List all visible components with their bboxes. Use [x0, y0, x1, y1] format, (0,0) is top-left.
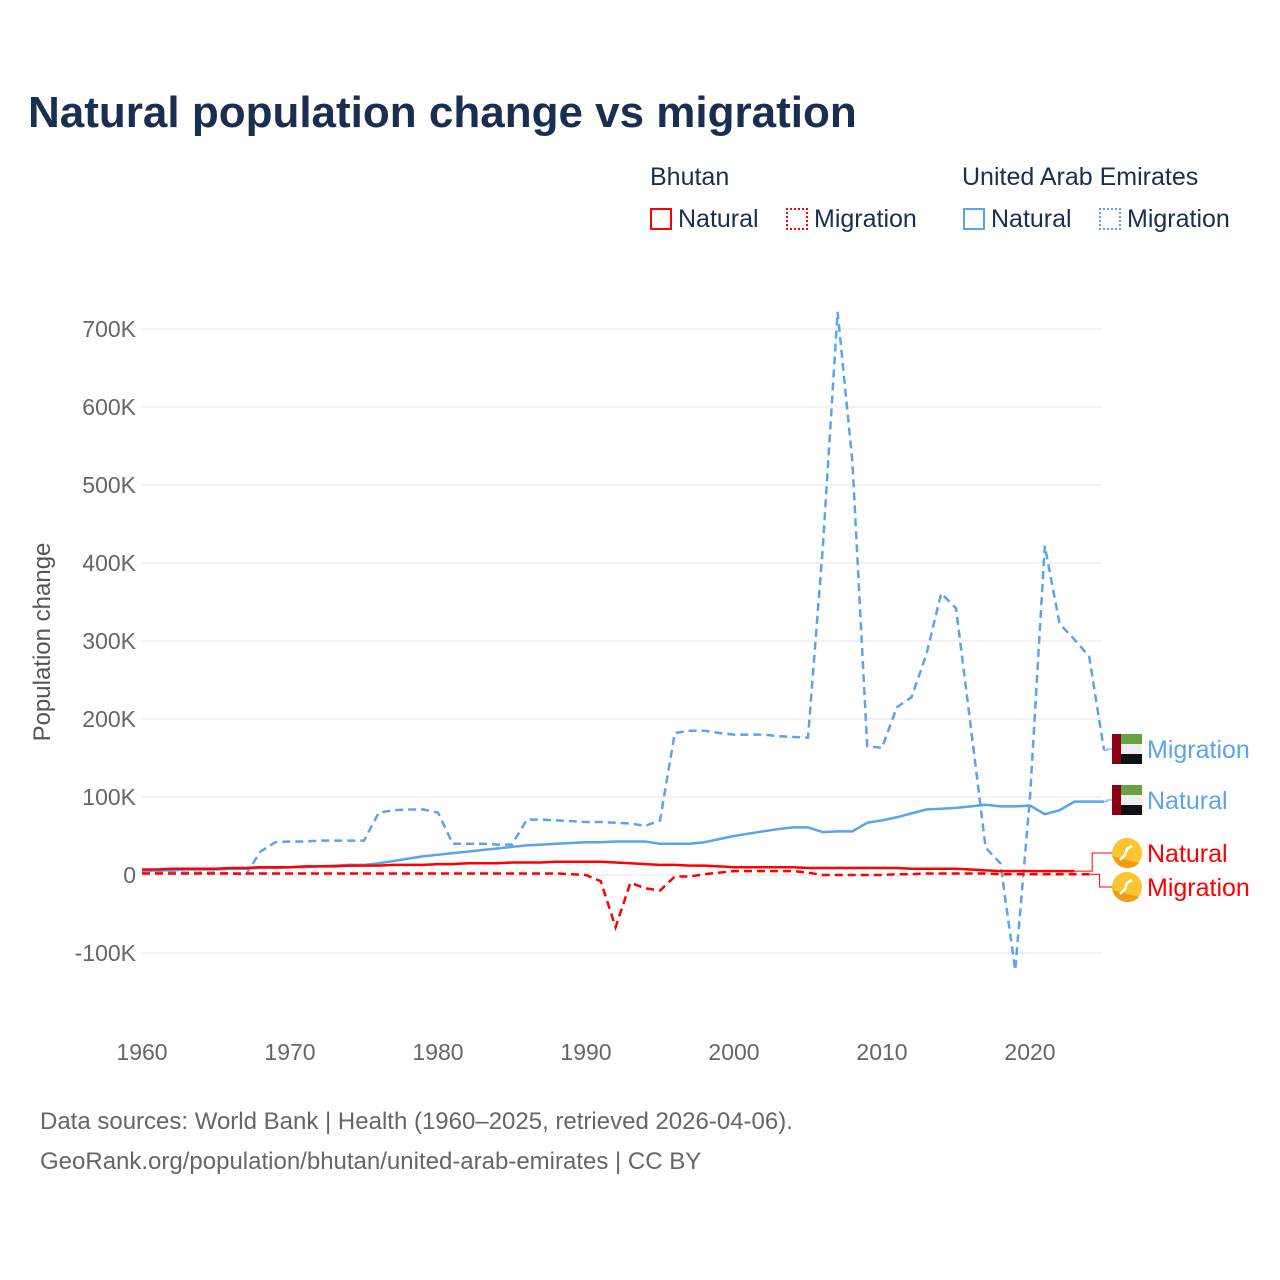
source-line-1: Data sources: World Bank | Health (1960–… — [40, 1108, 793, 1135]
y-tick-label: 600K — [82, 394, 136, 420]
label-leader — [1089, 873, 1112, 888]
flag-red — [1112, 734, 1121, 764]
legend-group-uae: United Arab Emirates — [962, 163, 1199, 191]
end-label: Natural — [1147, 840, 1228, 868]
y-tick-label: 100K — [82, 784, 136, 810]
chart-title: Natural population change vs migration — [28, 88, 857, 137]
end-label: Natural — [1147, 787, 1228, 815]
uae-flag-icon — [1112, 785, 1142, 815]
legend-label: Migration — [814, 205, 917, 233]
legend-uae-migration[interactable]: Migration — [1099, 205, 1230, 234]
y-tick-label: 700K — [82, 316, 136, 342]
flag-black — [1112, 805, 1142, 815]
flag-orange — [1112, 856, 1139, 869]
flag-green — [1112, 785, 1142, 795]
legend-bhutan-migration[interactable]: Migration — [786, 205, 917, 234]
y-axis-label: Population change — [29, 543, 56, 742]
legend-uae-natural[interactable]: Natural — [963, 205, 1072, 234]
legend-label: Natural — [991, 205, 1072, 233]
label-leader — [1074, 852, 1112, 872]
x-tick-label: 2020 — [1004, 1039, 1055, 1065]
x-tick-label: 1980 — [412, 1039, 463, 1065]
bhutan-flag-icon — [1112, 838, 1142, 869]
y-tick-label: 300K — [82, 628, 136, 654]
y-tick-label: 500K — [82, 472, 136, 498]
flag-dragon — [1119, 844, 1133, 861]
x-tick-label: 1960 — [116, 1039, 167, 1065]
source-line-2[interactable]: GeoRank.org/population/bhutan/united-ara… — [40, 1148, 702, 1175]
plot-area: Population change -100K 0 100K 200K 300K 400K… — [29, 311, 1250, 1065]
x-tick-label: 2010 — [856, 1039, 907, 1065]
legend-swatch — [786, 208, 808, 230]
y-tick-label: 200K — [82, 706, 136, 732]
flag-green — [1112, 734, 1142, 744]
bhutan-flag-icon — [1112, 872, 1142, 903]
legend-label: Natural — [678, 205, 759, 233]
series-line-bhutan-natural — [142, 860, 1075, 873]
flag-orange — [1112, 890, 1139, 903]
label-leader — [1104, 748, 1112, 751]
legend-swatch — [963, 208, 985, 230]
flag-black — [1112, 754, 1142, 764]
series-line-bhutan-migration — [142, 869, 1090, 932]
uae-flag-icon — [1112, 734, 1142, 764]
flag-dragon — [1119, 878, 1133, 895]
y-tick-label: 0 — [123, 862, 136, 888]
flag-red — [1112, 785, 1121, 815]
x-tick-label: 1970 — [264, 1039, 315, 1065]
legend-bhutan-natural[interactable]: Natural — [650, 205, 759, 234]
end-label: Migration — [1147, 874, 1250, 902]
y-tick-label: -100K — [75, 940, 137, 966]
legend-swatch — [650, 208, 672, 230]
x-tick-label: 2000 — [708, 1039, 759, 1065]
label-leader — [1104, 799, 1112, 803]
end-label: Migration — [1147, 736, 1250, 764]
y-tick-label: 400K — [82, 550, 136, 576]
series-line-uae-migration — [142, 311, 1106, 971]
legend-label: Migration — [1127, 205, 1230, 233]
x-tick-label: 1990 — [560, 1039, 611, 1065]
series-line-uae-natural — [141, 800, 1104, 873]
legend-group-bhutan: Bhutan — [650, 163, 730, 191]
legend-swatch — [1099, 208, 1121, 230]
